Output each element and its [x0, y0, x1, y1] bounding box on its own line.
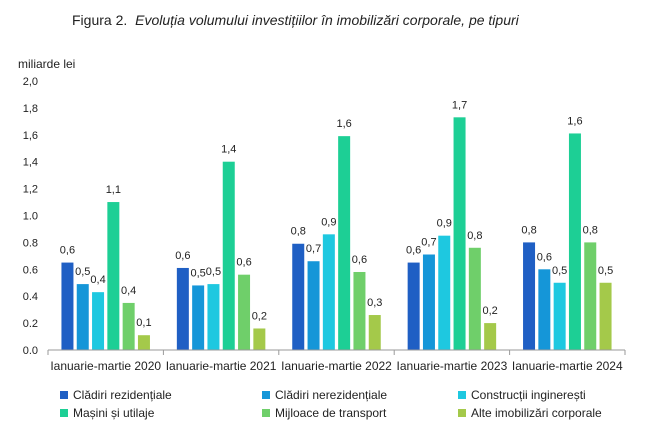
- data-label: 0,6: [537, 251, 552, 263]
- bar: [322, 234, 335, 350]
- legend-swatch: [60, 391, 68, 399]
- legend-label: Mașini și utilaje: [73, 406, 155, 420]
- x-tick-label: Ianuarie-martie 2024: [512, 359, 623, 373]
- bar: [207, 284, 220, 350]
- legend-swatch: [262, 409, 270, 417]
- data-label: 0,6: [352, 254, 367, 266]
- data-label: 0,8: [521, 224, 536, 236]
- y-axis: 0.0 0.2 0.4 0.6 0.8 1.0 1,2 1,4 1,6 1,8 2,0: [23, 76, 38, 357]
- data-label: 0,2: [252, 310, 267, 322]
- data-label: 0,8: [583, 224, 598, 236]
- bar: [468, 247, 481, 350]
- y-axis-label: miliarde lei: [18, 57, 75, 71]
- bar: [192, 285, 205, 350]
- data-label: 0,8: [291, 226, 306, 238]
- data-label: 0,6: [236, 257, 251, 269]
- bar: [422, 254, 435, 350]
- data-label: 0,9: [321, 216, 336, 228]
- bar: [137, 335, 150, 350]
- data-label: 1,1: [106, 184, 121, 196]
- data-label: 1,6: [337, 118, 352, 130]
- x-tick-label: Ianuarie-martie 2022: [281, 359, 392, 373]
- bar: [307, 261, 320, 350]
- bar: [453, 117, 466, 350]
- x-tick-label: Ianuarie-martie 2021: [166, 359, 277, 373]
- bar: [122, 302, 135, 350]
- y-tick-label: 0.8: [23, 237, 38, 249]
- bar: [176, 267, 189, 350]
- legend: Clădiri rezidențiale Clădiri nerezidenția…: [60, 388, 602, 420]
- data-label: 0,4: [121, 285, 136, 297]
- legend-label: Construcții inginerești: [471, 388, 586, 402]
- x-tick-label: Ianuarie-martie 2023: [397, 359, 508, 373]
- y-tick-label: 0.4: [23, 291, 38, 303]
- data-label: 0,5: [206, 266, 221, 278]
- bar: [538, 269, 551, 350]
- data-label: 0,8: [467, 230, 482, 242]
- bar: [584, 242, 597, 350]
- y-tick-label: 1,2: [23, 184, 38, 196]
- bar: [553, 282, 566, 350]
- chart-title-main: Evoluția volumului investițiilor în imob…: [135, 12, 519, 28]
- bars: 0,60,50,41,10,40,10,60,5 0,51,40,60,20,80…: [60, 99, 613, 350]
- legend-label: Mijloace de transport: [275, 406, 387, 420]
- bar: [107, 202, 120, 350]
- y-tick-label: 0.2: [23, 318, 38, 330]
- bar: [568, 133, 581, 350]
- data-label: 0,3: [367, 297, 382, 309]
- data-label: 1,7: [452, 99, 467, 111]
- legend-swatch: [60, 409, 68, 417]
- bar: [438, 235, 451, 350]
- legend-swatch: [458, 409, 466, 417]
- data-label: 0,7: [306, 243, 321, 255]
- y-tick-label: 0.6: [23, 264, 38, 276]
- legend-swatch: [262, 391, 270, 399]
- data-label: 0,5: [75, 266, 90, 278]
- data-label: 0,5: [191, 267, 206, 279]
- bar: [407, 262, 420, 350]
- data-label: 0,6: [406, 245, 421, 257]
- data-label: 0,6: [175, 250, 190, 262]
- data-label: 0,1: [136, 317, 151, 329]
- legend-label: Clădiri nerezidențiale: [275, 388, 387, 402]
- bar: [484, 323, 497, 350]
- bar: [76, 284, 89, 350]
- bar: [92, 292, 105, 350]
- bar: [338, 136, 351, 350]
- data-label: 1,4: [221, 144, 236, 156]
- y-tick-label: 2,0: [23, 76, 38, 88]
- legend-swatch: [458, 391, 466, 399]
- legend-label: Clădiri rezidențiale: [73, 388, 172, 402]
- chart-title-prefix: Figura 2.: [72, 12, 127, 28]
- bar: [222, 161, 235, 350]
- bar: [292, 243, 305, 350]
- data-label: 0,7: [421, 237, 436, 249]
- legend-label: Alte imobilizări corporale: [471, 406, 602, 420]
- data-label: 0,6: [60, 245, 75, 257]
- y-tick-label: 1,8: [23, 103, 38, 115]
- bar: [61, 262, 74, 350]
- y-tick-label: 0.0: [23, 345, 38, 357]
- data-label: 0,2: [483, 305, 498, 317]
- x-tick-label: Ianuarie-martie 2020: [50, 359, 161, 373]
- bar: [523, 242, 536, 350]
- data-label: 0,4: [90, 274, 105, 286]
- x-axis: Ianuarie-martie 2020 Ianuarie-martie 2021…: [47, 349, 626, 373]
- bar: [353, 271, 366, 350]
- chart-title: Figura 2. Evoluția volumului investițiil…: [72, 12, 520, 28]
- data-label: 0,5: [552, 265, 567, 277]
- y-tick-label: 1,4: [23, 157, 38, 169]
- y-tick-label: 1,6: [23, 130, 38, 142]
- bar: [368, 315, 381, 350]
- bar: [599, 282, 612, 350]
- bar: [238, 274, 251, 350]
- data-label: 0,9: [437, 218, 452, 230]
- y-tick-label: 1.0: [23, 211, 38, 223]
- data-label: 0,5: [598, 265, 613, 277]
- bar: [253, 328, 266, 350]
- data-label: 1,6: [567, 115, 582, 127]
